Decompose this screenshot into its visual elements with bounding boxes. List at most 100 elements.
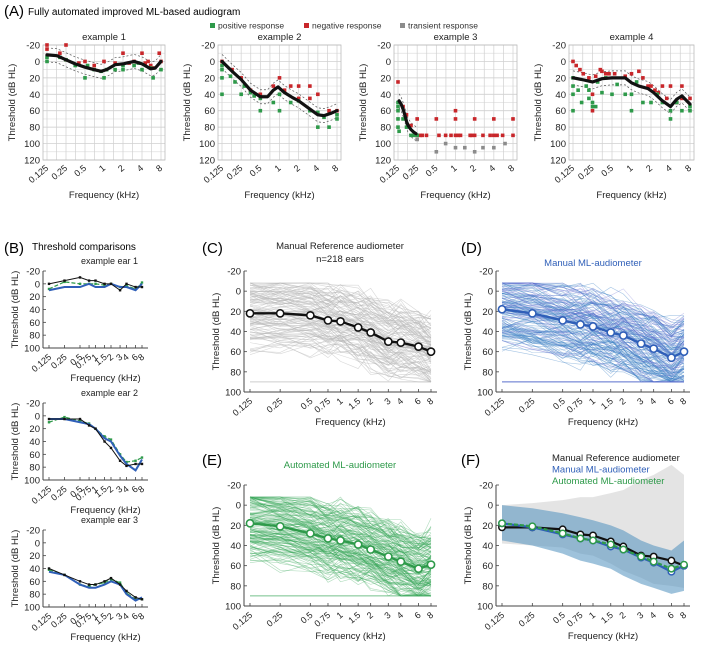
- x-tick-label: 1: [335, 610, 345, 621]
- positive-response-point: [121, 67, 125, 72]
- x-tick-label: 0.125: [483, 610, 507, 632]
- series-point: [94, 282, 97, 286]
- series-point: [47, 567, 51, 570]
- individual-ear-trace: [249, 496, 432, 546]
- series-line-manual-ml-audiometer: [49, 418, 143, 472]
- negative-response-point: [495, 133, 499, 138]
- manual-ml-mean-marker: [527, 308, 537, 318]
- negative-response-point: [453, 108, 458, 113]
- automated-ml-mean-marker: [366, 545, 376, 554]
- y-tick-label: 20: [482, 521, 493, 532]
- x-tick-label: 0.5: [424, 163, 440, 179]
- negative-response-point: [404, 113, 409, 117]
- transient-response-point: [443, 141, 448, 146]
- positive-response-point: [634, 80, 639, 84]
- negative-response-point: [434, 117, 439, 121]
- individual-ear-trace: [249, 496, 432, 540]
- individual-ear-trace: [501, 330, 685, 382]
- negative-response-point: [146, 59, 150, 64]
- individual-ear-trace: [249, 519, 432, 556]
- negative-response-point: [424, 133, 429, 138]
- reference-mean-marker: [275, 308, 285, 318]
- individual-ear-trace: [249, 528, 432, 586]
- individual-ear-trace: [249, 496, 432, 548]
- series-point: [125, 460, 128, 464]
- individual-ear-trace: [249, 519, 432, 571]
- positive-response-point: [335, 117, 339, 121]
- positive-response-point: [121, 63, 125, 68]
- individual-ear-trace: [249, 335, 432, 383]
- negative-response-point: [113, 61, 117, 65]
- plot-frame: [217, 44, 342, 161]
- negative-response-point: [157, 51, 162, 56]
- individual-ear-trace: [249, 293, 432, 337]
- x-axis-label: Frequency (kHz): [70, 373, 140, 384]
- positive-response-point: [288, 100, 293, 105]
- negative-response-point: [578, 67, 582, 72]
- individual-ear-trace: [249, 509, 432, 548]
- individual-ear-trace: [249, 534, 432, 590]
- individual-ear-trace: [501, 282, 685, 336]
- individual-ear-trace: [249, 534, 432, 586]
- individual-ear-trace: [249, 331, 432, 383]
- individual-ear-trace: [249, 552, 432, 597]
- individual-ear-trace: [249, 300, 432, 354]
- individual-ear-trace: [501, 306, 685, 361]
- individual-ear-trace: [501, 282, 685, 332]
- individual-ear-trace: [249, 291, 432, 339]
- y-tick-label: -20: [552, 41, 566, 52]
- positive-response-point: [327, 125, 331, 129]
- y-tick-label: 40: [29, 564, 40, 575]
- negative-response-point: [680, 96, 684, 101]
- x-tick-label: 0.5: [551, 396, 567, 412]
- series-point: [118, 581, 122, 584]
- positive-response-point: [228, 74, 233, 79]
- individual-ear-trace: [249, 282, 432, 319]
- positive-response-point: [271, 100, 276, 105]
- positive-response-point: [590, 104, 595, 109]
- series-point: [103, 435, 106, 438]
- individual-ear-trace: [249, 513, 432, 573]
- x-tick-label: 2: [292, 163, 302, 174]
- x-tick-label: 6: [665, 396, 675, 407]
- individual-ear-trace: [501, 300, 685, 345]
- y-tick-label: 20: [29, 551, 40, 562]
- individual-ear-trace: [249, 549, 432, 597]
- negative-response-point: [409, 123, 413, 128]
- series-marker-2: [576, 534, 585, 543]
- individual-ear-trace: [249, 536, 432, 584]
- series-marker-2: [619, 545, 628, 554]
- y-axis-label: Threshold (dB HL): [358, 64, 369, 142]
- individual-ear-trace: [249, 532, 432, 583]
- y-tick-label: 100: [225, 388, 241, 399]
- individual-ear-trace: [501, 315, 685, 374]
- individual-ear-trace: [249, 500, 432, 552]
- individual-ear-trace: [249, 549, 431, 597]
- individual-ear-trace: [249, 529, 432, 582]
- automated-ml-mean-marker: [245, 518, 255, 528]
- positive-response-point: [404, 125, 409, 129]
- individual-ear-trace: [249, 537, 432, 585]
- y-tick-label: 80: [29, 590, 40, 601]
- individual-ear-trace: [501, 287, 685, 334]
- automated-ml-mean-marker: [383, 552, 393, 561]
- legend-entry-1: Manual ML-audiometer: [552, 465, 650, 476]
- y-tick-label: 40: [204, 90, 215, 101]
- individual-ear-trace: [501, 282, 685, 337]
- positive-response-point: [674, 100, 679, 105]
- y-tick-label: 0: [35, 411, 40, 422]
- individual-ear-trace: [249, 516, 432, 554]
- series-point: [134, 285, 137, 289]
- chart-title: example 4: [610, 32, 654, 43]
- negative-response-point: [660, 84, 665, 88]
- x-tick-label: 0.5: [72, 163, 88, 179]
- series-point: [78, 417, 82, 421]
- threshold-estimate-curve: [397, 99, 418, 136]
- manual-ml-mean-marker: [618, 331, 628, 340]
- series-marker-2: [589, 536, 597, 545]
- individual-ear-trace: [249, 317, 432, 356]
- individual-ear-trace: [501, 329, 685, 383]
- individual-ear-trace: [249, 521, 432, 567]
